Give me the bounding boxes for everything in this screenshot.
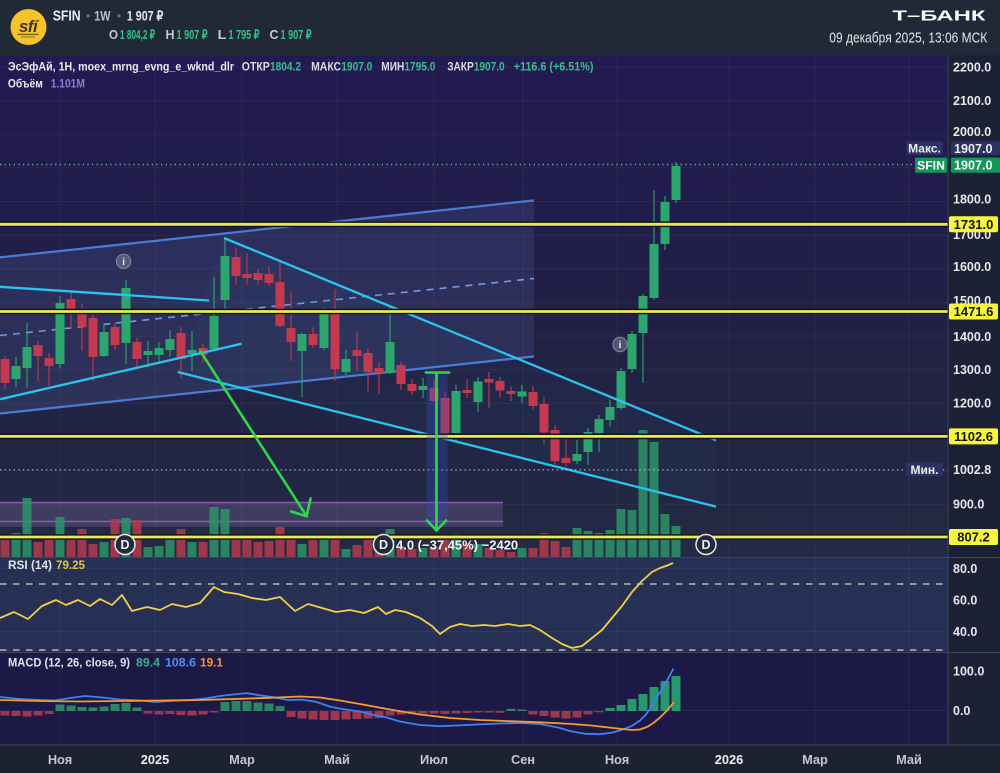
svg-text:sfí: sfí (19, 17, 40, 36)
svg-text:2025: 2025 (141, 752, 169, 767)
svg-text:1907.0: 1907.0 (341, 60, 372, 74)
svg-text:Май: Май (324, 752, 350, 767)
svg-text:+116.6 (+6.51%): +116.6 (+6.51%) (514, 60, 594, 74)
svg-text:2200.0: 2200.0 (953, 60, 991, 74)
svg-text:80.0: 80.0 (953, 562, 977, 576)
svg-text:D: D (701, 538, 710, 552)
svg-text:•: • (86, 9, 90, 23)
svg-text:МАКС: МАКС (311, 60, 341, 74)
svg-text:•: • (117, 9, 121, 23)
svg-text:MACD (12, 26, close, 9): MACD (12, 26, close, 9) (8, 656, 130, 670)
svg-text:09 декабря 2025, 13:06 МСК: 09 декабря 2025, 13:06 МСК (829, 30, 987, 46)
svg-text:1W: 1W (94, 9, 111, 24)
svg-text:2000.0: 2000.0 (953, 125, 991, 139)
svg-text:RSI (14): RSI (14) (8, 558, 52, 572)
svg-text:1907.0: 1907.0 (954, 142, 993, 156)
svg-text:1 907 ₽: 1 907 ₽ (177, 27, 209, 42)
svg-text:1.101M: 1.101M (51, 76, 85, 90)
svg-text:1907.0: 1907.0 (954, 159, 993, 173)
svg-text:D: D (379, 538, 388, 552)
svg-text:ЭсЭфАй, 1Н, moex_mrng_evng_e_w: ЭсЭфАй, 1Н, moex_mrng_evng_e_wknd_dlr (8, 60, 234, 74)
svg-text:ОТКР: ОТКР (242, 60, 270, 74)
svg-text:О: О (109, 27, 118, 42)
svg-text:89.4: 89.4 (136, 656, 160, 670)
svg-text:Мин.: Мин. (911, 463, 939, 477)
svg-text:i: i (619, 340, 622, 351)
svg-text:79.25: 79.25 (56, 558, 85, 572)
svg-text:МИН: МИН (381, 60, 404, 74)
svg-text:0.0: 0.0 (953, 704, 970, 718)
svg-text:100.0: 100.0 (953, 664, 984, 678)
svg-text:19.1: 19.1 (200, 656, 223, 670)
svg-text:1804.2: 1804.2 (270, 60, 301, 74)
svg-text:Июл: Июл (420, 752, 448, 767)
svg-text:Н: Н (166, 27, 175, 42)
svg-text:807.2: 807.2 (957, 530, 990, 545)
svg-text:2100.0: 2100.0 (953, 94, 991, 108)
svg-text:4.0 (−37,45%) −2420: 4.0 (−37,45%) −2420 (396, 538, 518, 553)
svg-text:Макс.: Макс. (908, 142, 941, 156)
svg-text:108.6: 108.6 (165, 656, 196, 670)
svg-text:1400.0: 1400.0 (953, 330, 991, 344)
svg-text:40.0: 40.0 (953, 625, 977, 639)
svg-text:1200.0: 1200.0 (953, 397, 991, 411)
svg-text:1471.6: 1471.6 (954, 304, 994, 319)
svg-text:Сен: Сен (511, 752, 535, 767)
svg-text:ЗАКР: ЗАКР (447, 60, 474, 74)
svg-text:SFIN: SFIN (917, 159, 945, 173)
svg-text:Май: Май (896, 752, 922, 767)
svg-text:2026: 2026 (715, 752, 743, 767)
svg-text:1795.0: 1795.0 (404, 60, 435, 74)
svg-text:С: С (270, 27, 280, 42)
svg-text:1 907 ₽: 1 907 ₽ (127, 9, 164, 24)
svg-text:SFIN: SFIN (53, 8, 81, 25)
svg-text:Мар: Мар (229, 752, 255, 767)
svg-text:60.0: 60.0 (953, 593, 977, 607)
svg-text:1731.0: 1731.0 (954, 217, 994, 232)
svg-text:900.0: 900.0 (953, 498, 984, 512)
svg-text:1300.0: 1300.0 (953, 363, 991, 377)
svg-text:i: i (122, 257, 125, 268)
svg-text:1 907 ₽: 1 907 ₽ (281, 27, 313, 42)
svg-text:D: D (120, 538, 129, 552)
svg-text:L: L (218, 27, 227, 42)
svg-text:1907.0: 1907.0 (474, 60, 505, 74)
svg-text:Ноя: Ноя (605, 752, 629, 767)
svg-text:Т–БАНК: Т–БАНК (892, 9, 985, 25)
svg-text:1600.0: 1600.0 (953, 260, 991, 274)
svg-text:1800.0: 1800.0 (953, 192, 991, 206)
svg-text:Объём: Объём (8, 76, 43, 90)
svg-text:Мар: Мар (802, 752, 828, 767)
svg-text:1 804,2 ₽: 1 804,2 ₽ (120, 27, 155, 42)
svg-text:1102.6: 1102.6 (954, 429, 993, 444)
svg-text:Ноя: Ноя (48, 752, 72, 767)
svg-text:1002.8: 1002.8 (953, 463, 991, 477)
svg-text:1 795 ₽: 1 795 ₽ (229, 27, 261, 42)
